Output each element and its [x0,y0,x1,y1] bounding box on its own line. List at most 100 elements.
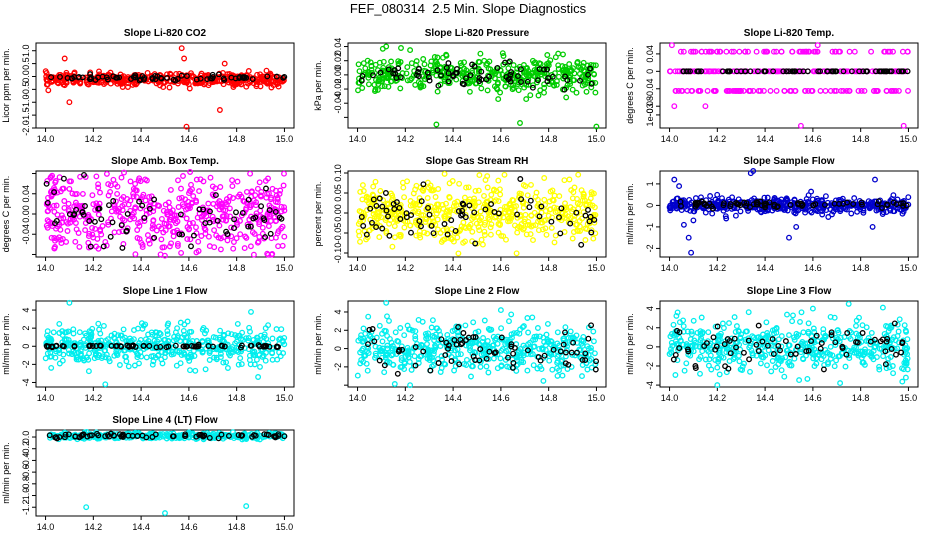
data-point [549,366,556,373]
data-point [146,205,153,212]
data-point [261,217,268,224]
data-point [406,358,413,365]
data-point [276,190,283,197]
data-point [520,342,527,349]
plot-frame [659,300,919,388]
data-point [590,328,597,335]
data-point [262,234,269,241]
data-point [840,87,847,94]
data-point [813,332,820,339]
data-point [562,360,569,367]
data-point [588,189,595,196]
data-point [265,251,272,258]
data-point [389,343,396,349]
data-point [550,346,557,353]
y-tick-label: -1 [645,223,655,231]
data-point [445,60,452,67]
data-point [153,344,160,351]
data-point [899,48,906,55]
data-point [255,374,262,380]
data-point [726,320,732,327]
data-point [155,223,162,230]
data-point [156,330,163,336]
data-point [382,354,389,361]
data-point [383,351,390,358]
data-point [281,204,288,211]
data-point [485,325,492,332]
data-point [151,337,158,344]
data-point [466,88,473,95]
data-point [459,200,466,207]
data-point [510,62,517,69]
data-point [76,329,83,336]
data-point [207,208,213,215]
data-point [742,48,749,55]
data-point [132,180,139,187]
x-tick-label: 14.4 [132,522,150,532]
data-point [97,228,104,234]
data-point [850,201,857,207]
data-point [207,174,214,181]
data-point [460,330,467,336]
chart-title: Slope Amb. Box Temp. [111,156,219,167]
x-tick-label: 14.2 [397,263,415,273]
data-point [256,179,263,186]
data-point [853,317,860,324]
data-point [425,347,432,354]
data-point [451,347,458,354]
data-point [523,81,530,88]
data-point [174,76,181,82]
data-point [677,337,684,344]
data-point [417,234,424,241]
data-point [784,207,791,214]
data-point [797,122,804,129]
data-point [890,48,896,55]
data-point [570,339,577,346]
data-point [681,367,688,374]
data-point [762,48,769,55]
data-point [754,199,761,206]
data-point [405,348,412,355]
data-point [819,211,826,218]
data-point [477,363,484,370]
data-point [798,349,804,356]
data-point [785,359,792,366]
data-point [429,333,436,339]
data-point [554,349,561,356]
x-tick-label: 14.0 [37,134,55,144]
data-point [574,60,581,66]
data-point [517,120,523,126]
data-point [666,351,673,357]
x-tick-label: 14.0 [349,134,367,144]
data-point [764,342,771,349]
data-point [451,367,458,374]
data-point [778,48,785,55]
data-point [462,322,469,329]
data-point [851,349,858,356]
data-point [768,368,775,375]
data-point [707,345,714,352]
data-point [251,230,258,237]
data-point [781,373,788,380]
data-point [741,360,747,367]
data-point [680,317,687,324]
data-point [160,229,167,236]
data-point [708,366,715,373]
data-point [167,186,174,193]
data-point [833,338,840,345]
data-point [424,341,430,347]
data-point [133,194,140,200]
data-point [178,185,184,192]
data-point [392,70,399,77]
data-point [257,207,264,214]
data-point [521,225,527,232]
data-point [573,89,580,96]
data-point [491,350,498,356]
x-tick-label: 14.2 [709,134,727,144]
data-point [402,349,408,356]
data-point [465,198,472,205]
data-point [714,382,721,389]
x-tick-label: 14.2 [397,134,415,144]
data-point [778,367,785,374]
